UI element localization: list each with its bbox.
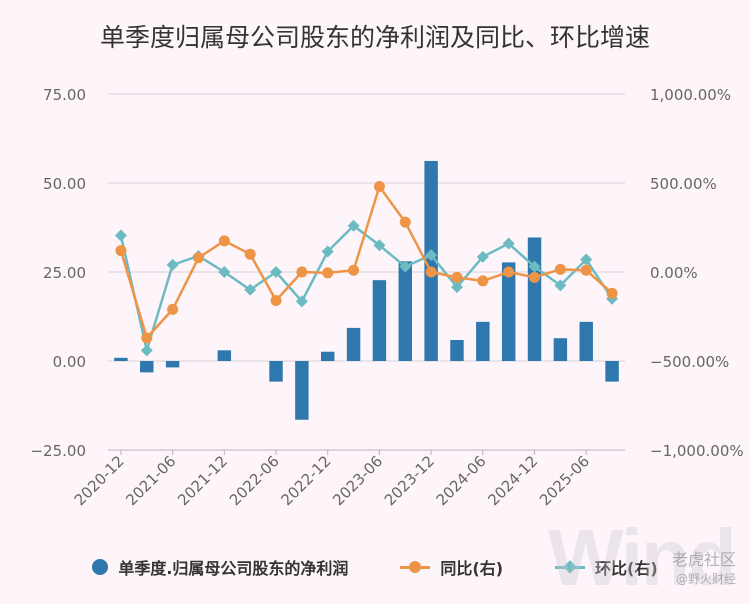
community-watermark: 老虎社区 xyxy=(671,550,736,569)
net-profit-bar xyxy=(398,261,412,361)
net-profit-bar xyxy=(321,351,335,361)
right-axis-tick-label: 500.00% xyxy=(650,175,717,193)
yoy-point xyxy=(322,267,334,279)
yoy-point xyxy=(167,303,179,315)
right-axis-tick-label: −1,000.00% xyxy=(650,442,744,460)
qoq-point xyxy=(166,258,179,271)
net-profit-bar xyxy=(295,361,309,420)
yoy-point xyxy=(244,248,256,260)
net-profit-bar xyxy=(579,321,593,361)
yoy-point xyxy=(554,263,566,275)
yoy-point xyxy=(373,181,385,193)
net-profit-bar xyxy=(501,262,516,361)
x-axis-tick-label: 2022-06 xyxy=(226,452,283,509)
net-profit-bar xyxy=(476,321,490,361)
x-axis-tick-label: 2025-06 xyxy=(536,452,593,509)
legend-yoy-swatch xyxy=(400,559,431,575)
yoy-point xyxy=(115,245,127,257)
left-axis-tick-label: 50.00 xyxy=(43,175,86,193)
yoy-point xyxy=(503,266,515,278)
qoq-point xyxy=(295,295,308,308)
qoq-point xyxy=(399,260,412,273)
x-axis-tick-label: 2023-06 xyxy=(329,452,386,509)
left-axis-tick-label: 75.00 xyxy=(43,86,86,104)
x-axis-tick-label: 2021-12 xyxy=(174,452,231,509)
net-profit-bar xyxy=(346,327,361,361)
net-profit-bar xyxy=(114,357,128,361)
qoq-point xyxy=(425,249,438,262)
x-axis-tick-label: 2022-12 xyxy=(277,452,334,509)
qoq-point xyxy=(114,229,127,242)
legend: 单季度.归属母公司股东的净利润 同比(右) 环比(右) xyxy=(0,552,750,582)
chart-title: 单季度归属母公司股东的净利润及同比、环比增速 xyxy=(99,23,650,52)
yoy-point xyxy=(580,264,592,276)
legend-label-qoq: 环比(右) xyxy=(595,559,658,578)
legend-bar-swatch xyxy=(92,559,109,575)
yoy-point xyxy=(606,287,618,299)
right-axis-tick-label: 1,000.00% xyxy=(650,86,731,104)
qoq-point xyxy=(528,260,541,273)
legend-item-qoq[interactable]: 环比(右) xyxy=(555,555,658,579)
net-profit-bar xyxy=(269,361,283,382)
net-profit-bar xyxy=(165,361,180,368)
yoy-point xyxy=(399,216,411,228)
yoy-point xyxy=(296,266,308,278)
yoy-point xyxy=(348,264,360,276)
yoy-point xyxy=(529,271,541,283)
qoq-point xyxy=(244,283,257,296)
qoq-point xyxy=(270,266,283,278)
left-axis-tick-label: 0.00 xyxy=(53,353,86,371)
net-profit-bar xyxy=(553,338,568,361)
qoq-point xyxy=(347,219,360,232)
x-axis-tick-label: 2024-06 xyxy=(433,452,490,509)
author-watermark: @野火财经 xyxy=(675,572,736,586)
yoy-point xyxy=(218,235,230,247)
right-axis-tick-label: −500.00% xyxy=(650,353,729,371)
net-profit-bar xyxy=(372,280,387,361)
legend-label-yoy: 同比(右) xyxy=(440,559,504,578)
qoq-point xyxy=(502,237,515,250)
x-axis-tick-label: 2024-12 xyxy=(484,452,541,509)
qoq-point xyxy=(554,279,567,292)
qoq-point xyxy=(218,266,231,278)
yoy-point xyxy=(451,271,463,283)
qoq-point xyxy=(140,344,153,357)
legend-item-yoy[interactable]: 同比(右) xyxy=(400,555,503,579)
net-profit-bar xyxy=(527,237,542,361)
yoy-point xyxy=(141,332,153,344)
x-axis-tick-label: 2020-12 xyxy=(71,452,128,509)
net-profit-bar xyxy=(217,350,232,361)
yoy-point xyxy=(270,294,282,306)
qoq-point xyxy=(450,281,463,294)
x-axis-tick-label: 2021-06 xyxy=(122,452,179,509)
legend-qoq-swatch xyxy=(555,559,586,575)
yoy-point xyxy=(192,252,204,264)
qoq-point xyxy=(321,245,334,258)
right-axis-tick-label: 0.00% xyxy=(650,264,698,282)
left-axis-tick-label: 25.00 xyxy=(43,264,86,282)
net-profit-bar xyxy=(450,339,464,361)
net-profit-bar xyxy=(140,361,154,373)
legend-item-net-profit[interactable]: 单季度.归属母公司股东的净利润 xyxy=(92,555,348,579)
qoq-point xyxy=(580,253,593,266)
left-axis-tick-label: −25.00 xyxy=(30,442,86,460)
qoq-point xyxy=(373,239,386,252)
yoy-point xyxy=(425,266,437,278)
legend-label-net-profit: 单季度.归属母公司股东的净利润 xyxy=(118,559,349,578)
yoy-point xyxy=(477,275,489,287)
qoq-point xyxy=(476,250,489,263)
net-profit-bar xyxy=(605,361,619,382)
x-axis-tick-label: 2023-12 xyxy=(381,452,438,509)
wind-watermark: Wind xyxy=(548,513,737,602)
